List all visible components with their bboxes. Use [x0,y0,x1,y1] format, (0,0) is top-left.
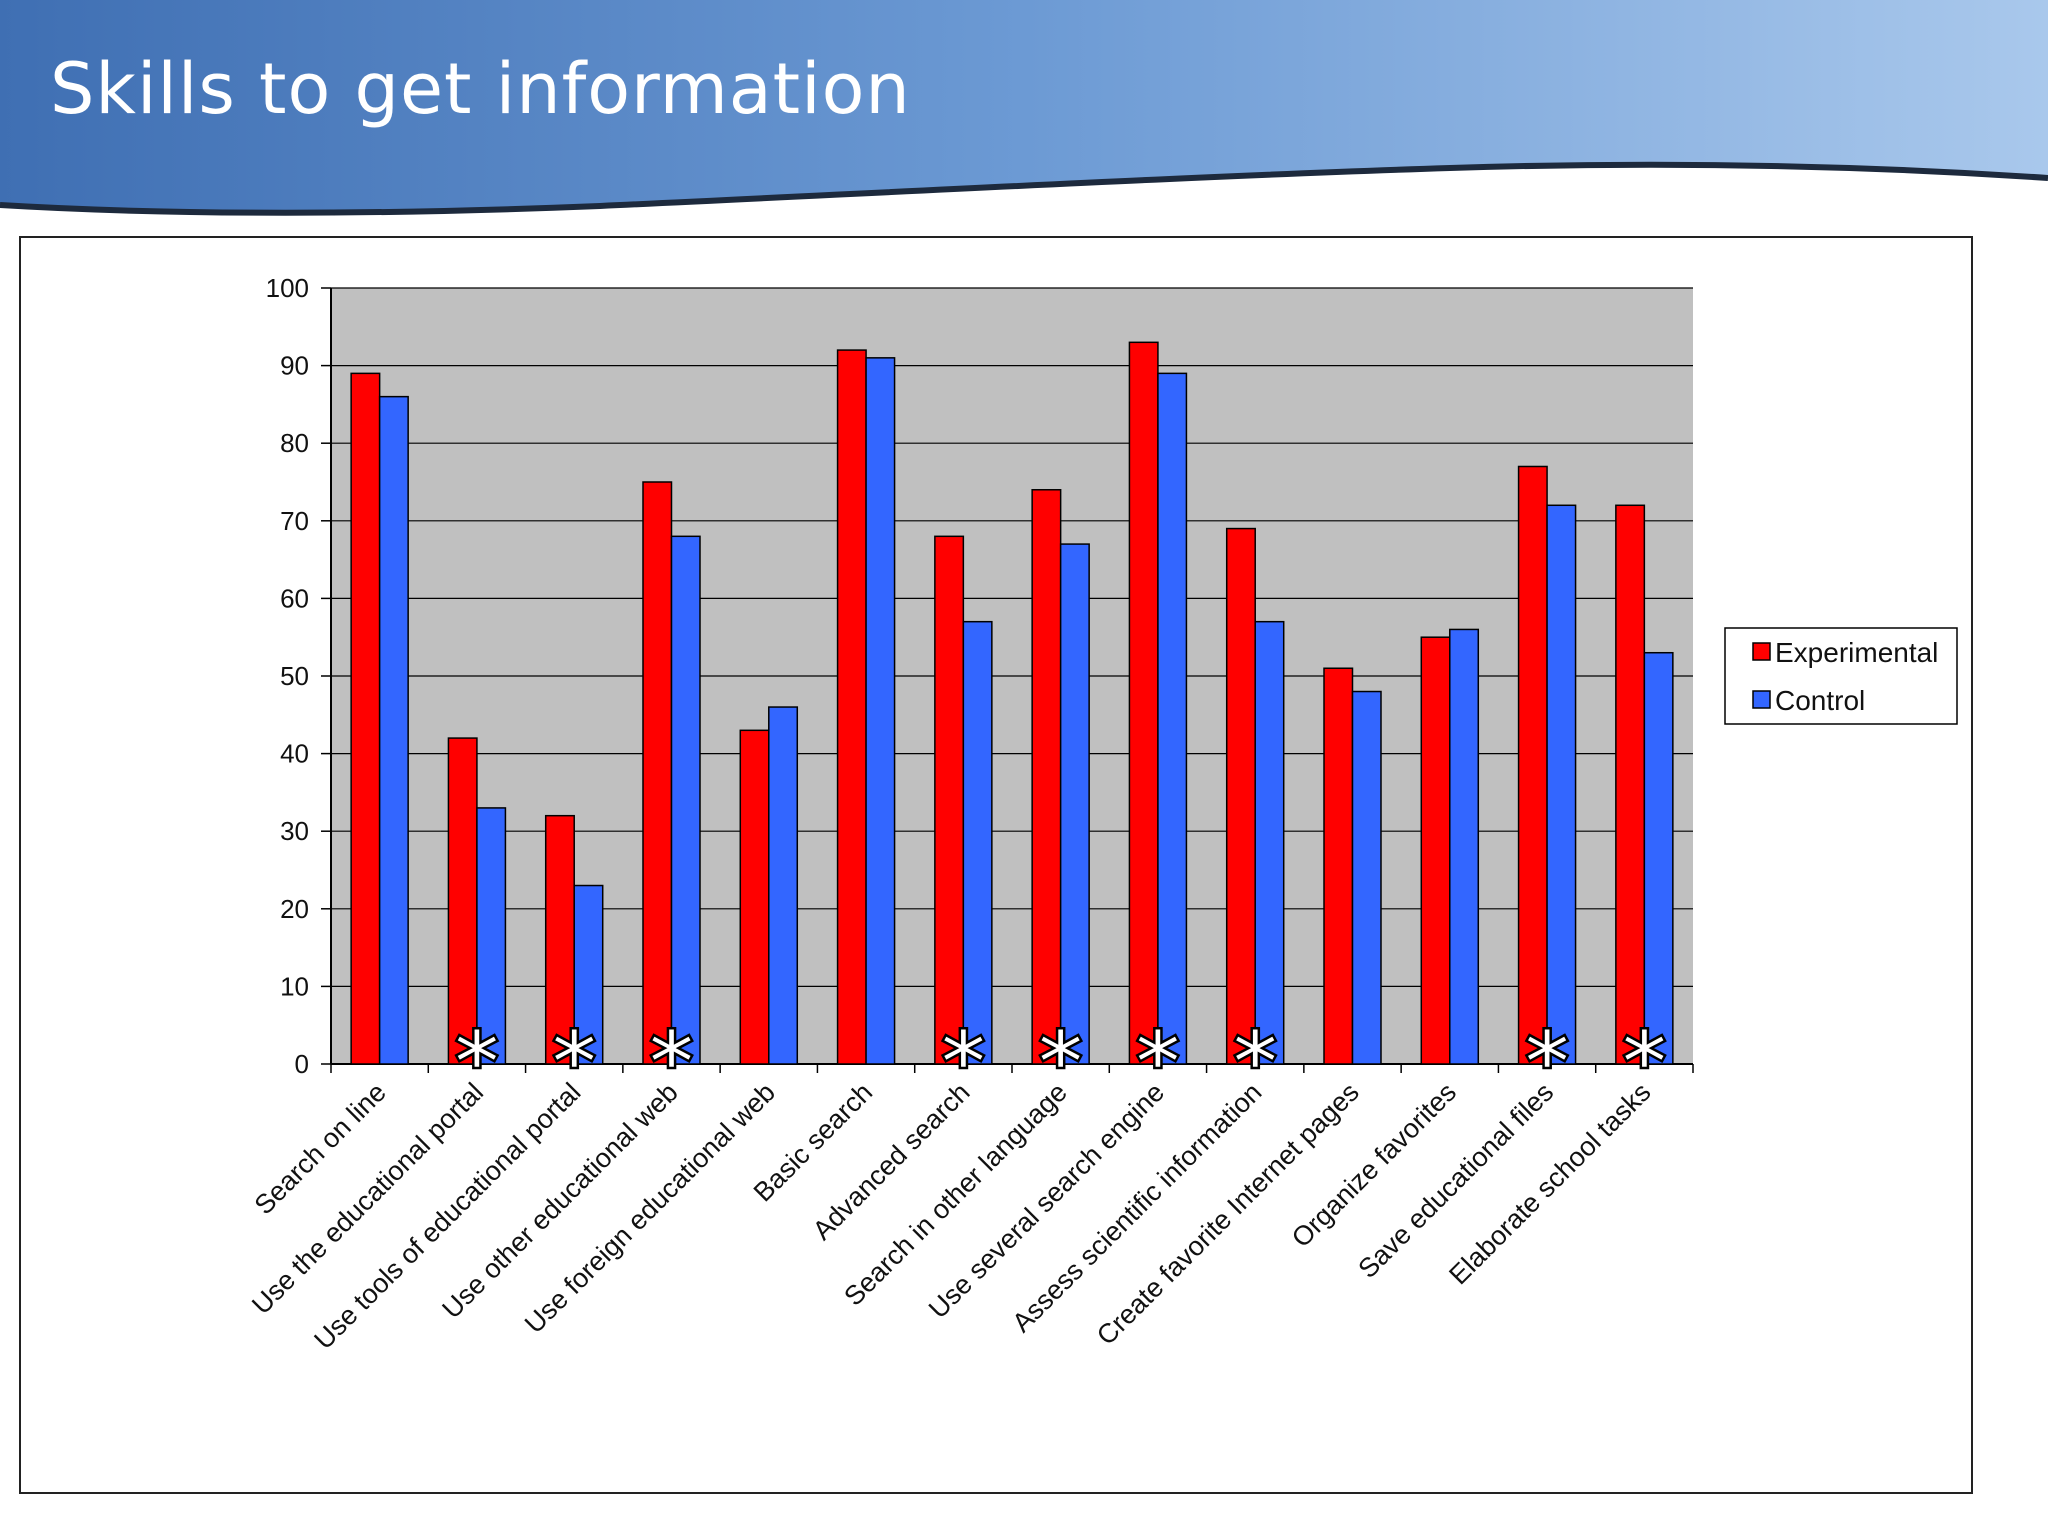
bar-experimental [1420,636,1451,1065]
legend-swatch-control [1752,690,1771,709]
bar-experimental [1323,667,1354,1065]
y-tick-label: 80 [280,428,309,458]
significance-marker: * [1038,1013,1083,1113]
y-tick-label: 20 [280,894,309,924]
slide-header-banner [0,0,2048,216]
y-tick-label: 0 [295,1049,309,1079]
bar-control [1254,620,1285,1065]
bar-control [1643,651,1674,1065]
bar-experimental [544,814,575,1065]
legend-label-control: Control [1775,685,1865,716]
bar-experimental [1615,504,1646,1065]
bar-control [670,535,701,1065]
y-tick-label: 60 [280,583,309,613]
bar-control [768,706,799,1065]
significance-marker: * [454,1013,499,1113]
category-label: Organize favorites [1286,1077,1462,1253]
y-tick-label: 30 [280,816,309,846]
bar-experimental [836,349,867,1065]
bar-control [1059,543,1090,1065]
y-tick-label: 100 [266,273,309,303]
bar-control [1351,690,1382,1065]
significance-marker: * [552,1013,597,1113]
chart-frame: * * * * * * * * * 0 10 20 30 40 50 60 70 80 90 100 Search o… [19,236,1973,1494]
significance-marker: * [1525,1013,1570,1113]
bar-control [573,884,604,1065]
bar-control [378,395,409,1065]
significance-marker: * [649,1013,694,1113]
bar-control [1546,504,1577,1065]
bar-experimental [1225,527,1256,1065]
bar-experimental [1128,341,1159,1065]
bar-control [1157,372,1188,1065]
chart-marks: * * * * * * * * * [350,341,1674,1114]
y-tick-label: 10 [280,971,309,1001]
significance-marker: * [941,1013,986,1113]
legend-label-experimental: Experimental [1775,637,1938,668]
y-tick-label: 50 [280,661,309,691]
chart-legend: Experimental Control [1724,627,1958,725]
slide-title: Skills to get information [50,48,911,130]
significance-marker: * [1622,1013,1667,1113]
y-tick-label: 70 [280,506,309,536]
y-tick-label: 40 [280,739,309,769]
bar-experimental [739,729,770,1065]
bar-experimental [642,481,673,1065]
y-tick-label: 90 [280,351,309,381]
bar-experimental [447,737,478,1065]
significance-marker: * [1233,1013,1278,1113]
legend-swatch-experimental [1752,642,1771,661]
bar-control [1449,628,1480,1065]
bar-experimental [1031,489,1062,1065]
significance-marker: * [1135,1013,1180,1113]
bar-experimental [350,372,381,1065]
bar-experimental [934,535,965,1065]
bar-experimental [1517,465,1548,1065]
bar-control [962,620,993,1065]
plot-area [321,287,1694,1073]
category-label: Save educational files [1352,1077,1559,1284]
bar-control [865,357,896,1065]
bar-control [476,807,507,1065]
